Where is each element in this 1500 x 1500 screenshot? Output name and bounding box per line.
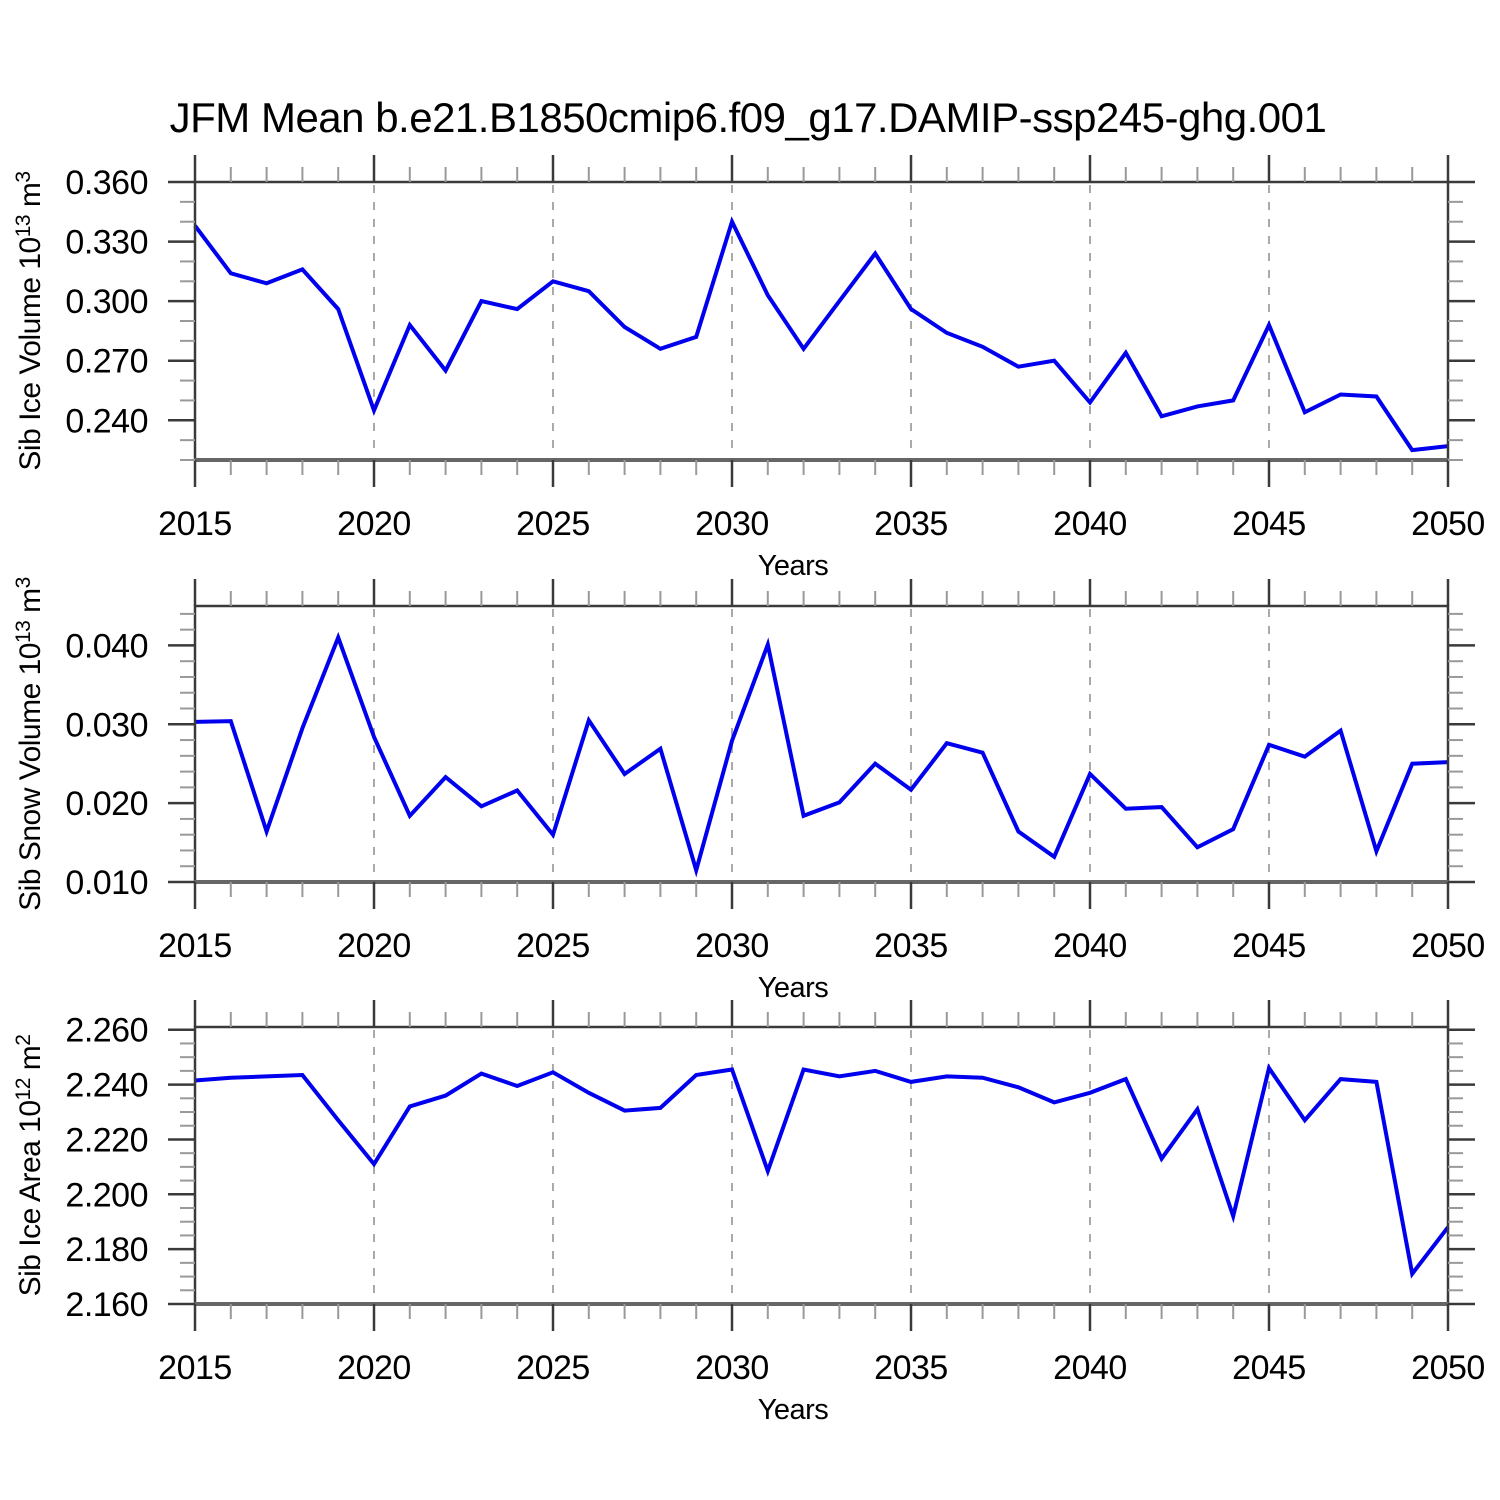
x-tick-label: 2035 [874, 505, 948, 543]
plot-frame [193, 604, 1450, 884]
x-tick-label: 2025 [516, 927, 590, 965]
x-tick-label: 2040 [1053, 505, 1127, 543]
x-tick-label: 2035 [874, 927, 948, 965]
x-tick-label: 2050 [1411, 1349, 1485, 1387]
y-axis-title: Sib Snow Volume 1013 m3 [12, 577, 47, 911]
y-tick-label: 2.160 [65, 1286, 148, 1324]
x-tick-label: 2050 [1411, 505, 1485, 543]
x-tick-label: 2020 [337, 505, 411, 543]
x-tick-label: 2025 [516, 505, 590, 543]
y-tick-label: 0.020 [65, 785, 148, 823]
y-tick-label: 0.270 [65, 343, 148, 381]
y-tick-label: 0.360 [65, 164, 148, 202]
y-tick-label: 0.330 [65, 224, 148, 262]
y-tick-label: 0.010 [65, 864, 148, 902]
x-tick-label: 2045 [1232, 505, 1306, 543]
x-axis-title: Years [758, 972, 829, 1004]
x-axis-title: Years [758, 1394, 829, 1426]
series-line-panel-3 [194, 1063, 1450, 1279]
x-tick-label: 2035 [874, 1349, 948, 1387]
x-tick-label: 2045 [1232, 927, 1306, 965]
y-tick-label: 0.030 [65, 706, 148, 744]
x-tick-label: 2020 [337, 1349, 411, 1387]
y-axis-title: Sib Ice Area 1012 m2 [12, 1035, 47, 1297]
y-tick-label: 2.260 [65, 1012, 148, 1050]
x-tick-label: 2015 [158, 505, 232, 543]
x-tick-label: 2020 [337, 927, 411, 965]
series-line-panel-1 [193, 216, 1449, 453]
x-axis-title: Years [758, 550, 829, 582]
x-tick-label: 2040 [1053, 927, 1127, 965]
y-tick-label: 2.220 [65, 1121, 148, 1159]
x-tick-label: 2015 [158, 927, 232, 965]
y-tick-label: 0.040 [65, 627, 148, 665]
y-tick-label: 2.200 [65, 1176, 148, 1214]
y-tick-label: 2.240 [65, 1067, 148, 1105]
y-tick-label: 0.240 [65, 402, 148, 440]
plot-frame [193, 180, 1450, 462]
y-axis-title: Sib Ice Volume 1013 m3 [12, 171, 47, 470]
x-tick-label: 2045 [1232, 1349, 1306, 1387]
chart-title: JFM Mean b.e21.B1850cmip6.f09_g17.DAMIP-… [169, 94, 1327, 141]
x-tick-label: 2030 [695, 505, 769, 543]
x-tick-label: 2030 [695, 1349, 769, 1387]
series-line-panel-2 [194, 631, 1449, 878]
y-tick-label: 0.300 [65, 283, 148, 321]
x-tick-label: 2025 [516, 1349, 590, 1387]
x-tick-label: 2030 [695, 927, 769, 965]
x-tick-label: 2040 [1053, 1349, 1127, 1387]
x-tick-label: 2015 [158, 1349, 232, 1387]
plot-frame [193, 1025, 1450, 1306]
x-tick-label: 2050 [1411, 927, 1485, 965]
y-tick-label: 2.180 [65, 1231, 148, 1269]
